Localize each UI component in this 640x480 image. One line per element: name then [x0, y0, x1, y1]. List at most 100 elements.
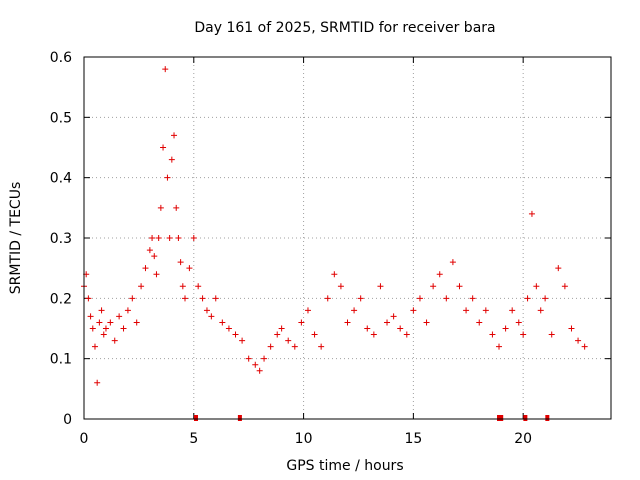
data-point [94, 379, 101, 386]
data-point [489, 331, 496, 338]
grid-lines [84, 57, 611, 419]
data-point [337, 283, 344, 290]
data-point [351, 307, 358, 314]
data-point [528, 210, 535, 217]
data-point [225, 325, 232, 332]
data-point [449, 259, 456, 266]
data-point [120, 325, 127, 332]
data-point [208, 313, 215, 320]
data-point [102, 325, 109, 332]
data-point [96, 319, 103, 326]
data-point [175, 235, 182, 241]
gap-marker [193, 415, 198, 421]
data-point [245, 355, 252, 362]
data-point [416, 295, 423, 302]
data-point [232, 331, 239, 338]
y-tick-label: 0 [63, 412, 72, 428]
data-point [298, 319, 305, 326]
x-tick-label: 5 [189, 431, 198, 447]
data-point [157, 204, 164, 211]
data-point [469, 295, 476, 302]
data-point [89, 325, 96, 332]
data-point [203, 307, 210, 314]
data-point [186, 265, 193, 272]
data-point [129, 295, 136, 302]
data-point [537, 307, 544, 314]
data-point [482, 307, 489, 314]
data-point [149, 235, 156, 241]
data-point [239, 337, 246, 344]
x-tick-label: 20 [514, 431, 532, 447]
data-point [397, 325, 404, 332]
data-point [548, 331, 555, 338]
y-tick-label: 0.2 [50, 291, 72, 307]
gap-marker [545, 415, 550, 421]
data-point [568, 325, 575, 332]
data-point [256, 367, 263, 374]
data-point [561, 283, 568, 290]
y-tick-label: 0.6 [50, 50, 72, 66]
data-point [267, 343, 274, 350]
data-point [430, 283, 437, 290]
data-point [324, 295, 331, 302]
gap-marker [237, 415, 242, 421]
data-point [160, 144, 167, 151]
data-point [476, 319, 483, 326]
data-point [111, 337, 118, 344]
data-point [85, 295, 92, 302]
data-point [153, 271, 160, 278]
data-point [502, 325, 509, 332]
data-point [107, 319, 114, 326]
data-point [219, 319, 226, 326]
data-point [311, 331, 318, 338]
data-point [555, 265, 562, 272]
data-point [278, 325, 285, 332]
data-point [179, 283, 186, 290]
y-tick-label: 0.1 [50, 352, 72, 368]
gap-marker [497, 415, 502, 421]
data-point [291, 343, 298, 350]
data-point [456, 283, 463, 290]
data-point [91, 343, 98, 350]
data-point [252, 361, 259, 368]
data-point [331, 271, 338, 278]
data-point [285, 337, 292, 344]
data-point [173, 204, 180, 211]
data-point [364, 325, 371, 332]
y-tick-label: 0.3 [50, 231, 72, 247]
data-point [133, 319, 140, 326]
data-point [344, 319, 351, 326]
data-point [509, 307, 516, 314]
gap-marker [523, 415, 528, 421]
data-point [142, 265, 149, 272]
gap-marker [499, 415, 504, 421]
data-point [370, 331, 377, 338]
data-point [274, 331, 281, 338]
data-point [463, 307, 470, 314]
data-point [575, 337, 582, 344]
data-point [116, 313, 123, 320]
data-point [261, 355, 268, 362]
data-point [377, 283, 384, 290]
data-point [162, 66, 169, 73]
data-point [138, 283, 145, 290]
axis-ticks: 0 0.1 0.2 0.3 0.4 0.5 0.6 0 5 10 15 20 [50, 50, 611, 447]
data-point [524, 295, 531, 302]
data-point [520, 331, 527, 338]
y-axis-label: SRMTID / TECUs [8, 182, 24, 295]
data-point [155, 235, 162, 241]
data-point [423, 319, 430, 326]
data-point [436, 271, 443, 278]
data-point [304, 307, 311, 314]
data-point [515, 319, 522, 326]
data-point [146, 247, 153, 254]
data-point [212, 295, 219, 302]
plot-frame [83, 56, 612, 420]
data-point [410, 307, 417, 314]
data-point [171, 132, 178, 139]
data-point [151, 253, 158, 260]
y-tick-label: 0.4 [50, 171, 72, 187]
gap-markers [193, 415, 550, 421]
data-point [124, 307, 131, 314]
